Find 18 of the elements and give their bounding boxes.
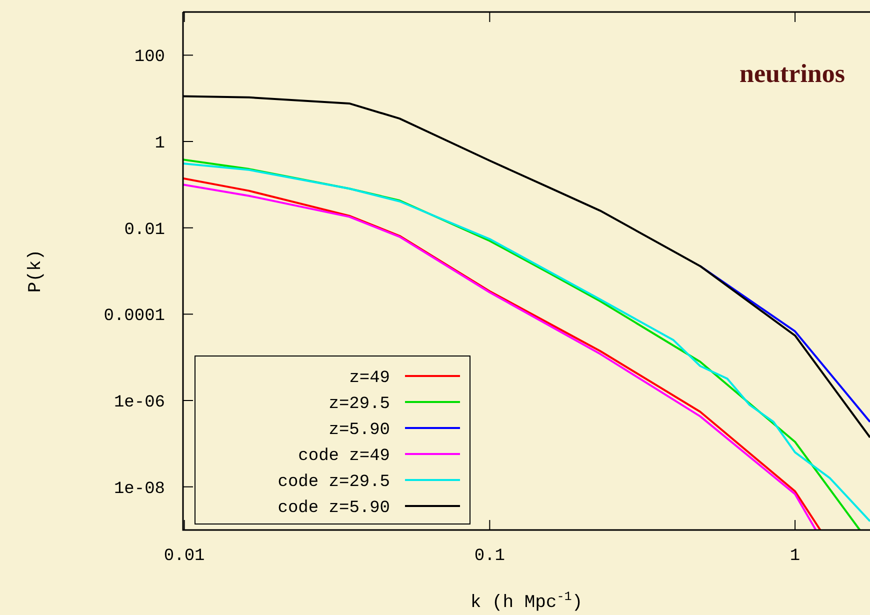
x-tick-label: 0.01 [164, 547, 205, 566]
y-tick-label: 100 [134, 48, 165, 68]
annotation: neutrinos [740, 59, 845, 88]
x-tick-label: 1 [790, 547, 800, 566]
legend-label: code z=29.5 [278, 472, 390, 492]
y-tick-label: 0.01 [124, 220, 165, 240]
x-axis-title: k (h Mpc$^{-1}$) [470, 590, 583, 613]
y-tick-label: 1 [154, 134, 165, 154]
legend-label: z=49 [349, 368, 390, 388]
legend-label: z=5.90 [328, 420, 390, 440]
x-tick-label: 0.1 [474, 547, 505, 566]
y-tick-label: 1e-06 [114, 393, 165, 412]
y-tick-label: 0.0001 [104, 307, 165, 326]
y-tick-label: 1e-08 [114, 480, 165, 499]
legend-label: code z=5.90 [278, 498, 390, 518]
legend-label: z=29.5 [328, 394, 390, 414]
legend-label: code z=49 [298, 446, 390, 466]
y-axis-title: P(k) [26, 249, 46, 293]
